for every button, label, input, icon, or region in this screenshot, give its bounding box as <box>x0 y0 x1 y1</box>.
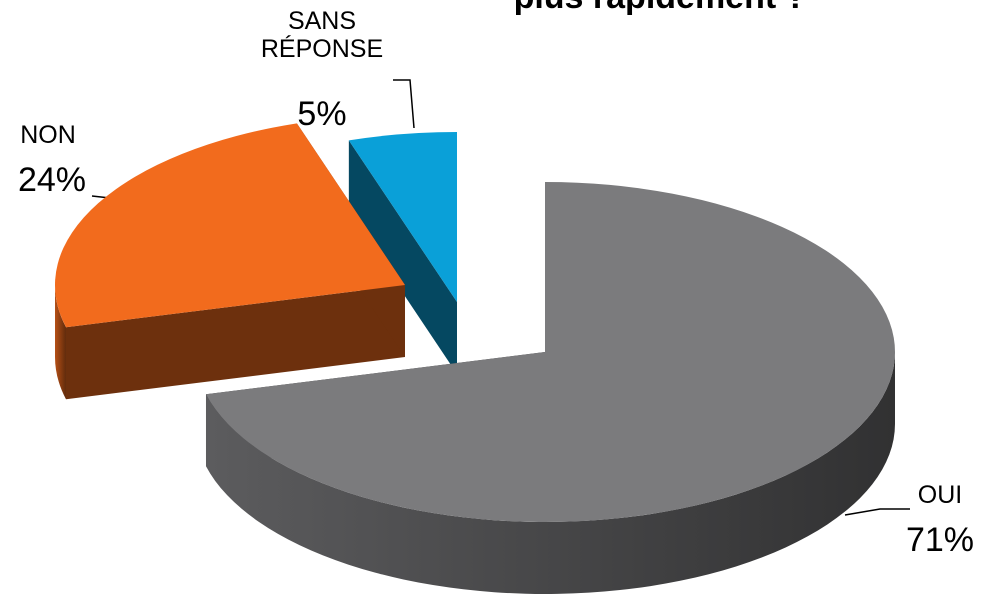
slice <box>54 123 405 400</box>
slice-top <box>348 132 457 302</box>
leader-line <box>393 79 415 129</box>
category-label: SANS RÉPONSE <box>260 7 384 63</box>
slice-top <box>205 182 895 522</box>
category-label: OUI <box>917 481 963 509</box>
slice <box>348 132 457 374</box>
slice-side <box>205 352 895 594</box>
value-label: 71% <box>905 521 975 559</box>
slice-face <box>65 285 405 400</box>
category-label: NON <box>20 121 76 149</box>
slice <box>205 182 895 594</box>
slice-top <box>54 123 405 328</box>
value-label: 24% <box>17 161 87 199</box>
chart-title: plus rapidement ? <box>440 0 880 17</box>
value-label: 5% <box>297 95 347 133</box>
leader-line <box>844 508 910 516</box>
slice-face <box>348 140 457 374</box>
slice-side <box>55 285 66 400</box>
